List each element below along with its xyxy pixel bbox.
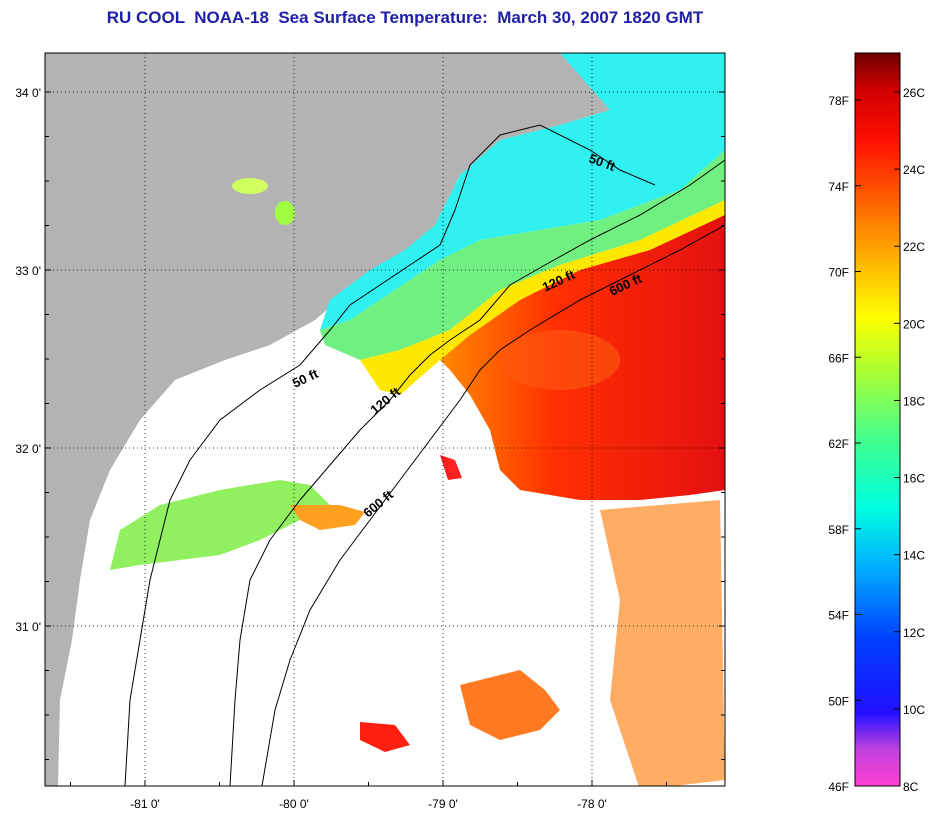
- colorbar: [854, 52, 901, 787]
- lon-tick-label: -80 0': [279, 797, 309, 811]
- map-axes: -81 0' -80 0' -79 0' -78 0' 34 0' 33 0' 32 0' 3…: [15, 86, 725, 811]
- colorbar-ticks: 78F 74F 70F 66F 62F 58F 54F 50F 46F 26C 24C 22C 20C 1…: [828, 86, 925, 794]
- cloud-gap-2: [232, 178, 268, 194]
- colorbar-c-label: 22C: [903, 240, 925, 254]
- colorbar-f-label: 50F: [828, 694, 849, 708]
- lat-tick-label: 32 0': [15, 442, 41, 456]
- sst-southern-warm: [290, 505, 365, 530]
- colorbar-f-label: 70F: [828, 266, 849, 280]
- warm-eddy: [500, 330, 620, 390]
- land-mass: [45, 53, 610, 786]
- colorbar-c-label: 10C: [903, 703, 925, 717]
- colorbar-f-label: 74F: [828, 180, 849, 194]
- map-frame: [44, 52, 726, 787]
- cloud-gap-1: [275, 201, 295, 225]
- colorbar-f-label: 46F: [828, 780, 849, 794]
- sst-patch-south-2: [360, 722, 410, 752]
- graticule: [45, 53, 725, 786]
- isobath-50ft: [124, 124, 656, 786]
- colorbar-f-label: 66F: [828, 351, 849, 365]
- colorbar-c-label: 26C: [903, 86, 925, 100]
- isobath-600ft: [261, 224, 725, 786]
- sst-patch-mid: [440, 455, 462, 480]
- colorbar-c-label: 18C: [903, 394, 925, 408]
- map-title: RU COOL NOAA-18 Sea Surface Temperature:…: [106, 8, 704, 27]
- lon-tick-label: -79 0': [428, 797, 458, 811]
- colorbar-c-label: 14C: [903, 549, 925, 563]
- sst-patch-south-1: [460, 670, 560, 740]
- map-area: [45, 53, 725, 786]
- sst-patch-south-3: [600, 500, 725, 786]
- isobath-120ft: [229, 159, 725, 786]
- lat-tick-label: 33 0': [15, 264, 41, 278]
- colorbar-f-label: 58F: [828, 523, 849, 537]
- colorbar-f-label: 54F: [828, 609, 849, 623]
- colorbar-c-label: 24C: [903, 163, 925, 177]
- lon-tick-label: -81 0': [130, 797, 160, 811]
- colorbar-c-label: 8C: [903, 780, 919, 794]
- sst-mild-band: [320, 150, 725, 360]
- colorbar-f-label: 62F: [828, 437, 849, 451]
- lon-tick-label: -78 0': [577, 797, 607, 811]
- lat-tick-label: 31 0': [15, 620, 41, 634]
- colorbar-c-label: 12C: [903, 626, 925, 640]
- colorbar-c-label: 16C: [903, 472, 925, 486]
- lat-tick-label: 34 0': [15, 86, 41, 100]
- sst-cool-nearshore: [320, 53, 725, 330]
- colorbar-c-label: 20C: [903, 317, 925, 331]
- colorbar-f-label: 78F: [828, 94, 849, 108]
- sst-yellow-band: [360, 200, 725, 395]
- sst-southern-patch: [110, 480, 330, 570]
